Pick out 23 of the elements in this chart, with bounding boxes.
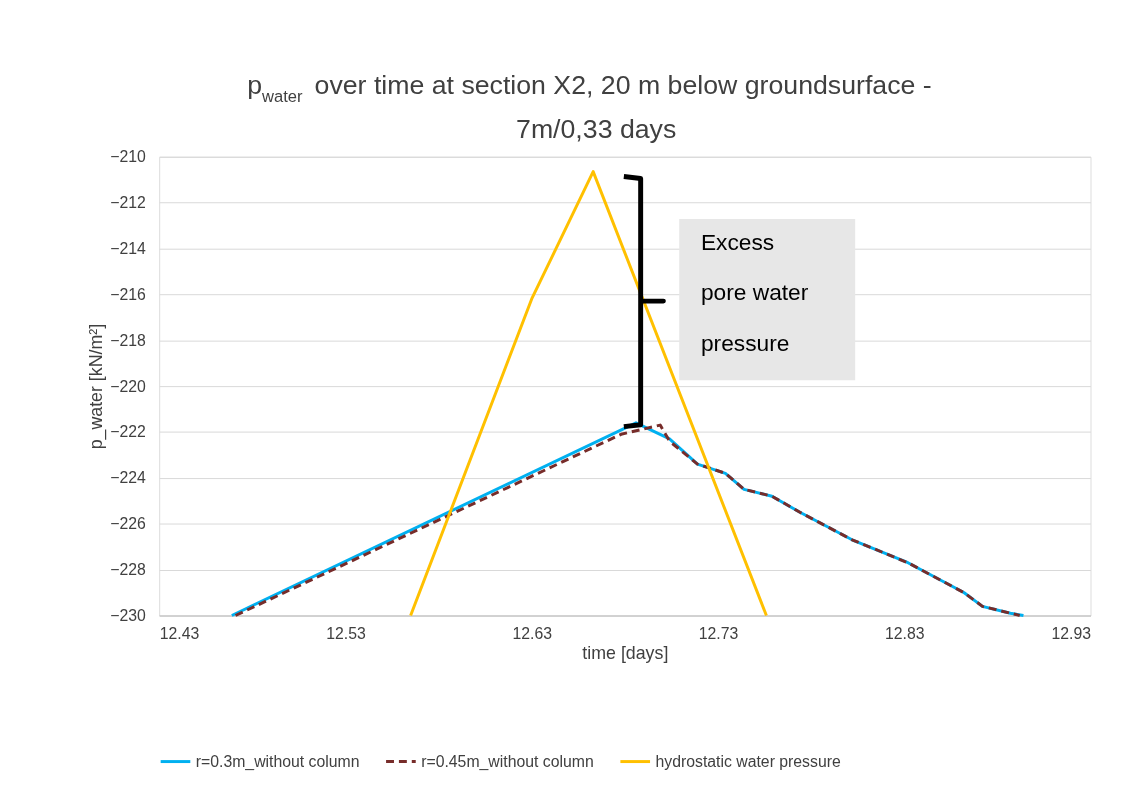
y-tick-label: −226: [110, 515, 147, 533]
x-tick-label: 12.63: [512, 624, 553, 642]
legend-label: hydrostatic water pressure: [655, 752, 841, 770]
y-tick-label: −212: [110, 194, 146, 212]
y-tick-label: −216: [110, 285, 147, 303]
x-tick-label: 12.73: [698, 624, 739, 642]
y-axis-title: p_water [kN/m²]: [86, 323, 108, 450]
y-tick-label: −214: [110, 239, 147, 257]
x-tick-label: 12.43: [159, 624, 200, 642]
x-tick-label: 12.53: [326, 624, 366, 642]
legend-label: r=0.3m_without column: [195, 752, 360, 771]
y-tick-label: −228: [110, 561, 147, 579]
y-tick-label: −210: [110, 148, 147, 166]
y-tick-label: −220: [110, 377, 147, 395]
legend-label: r=0.45m_without column: [421, 752, 594, 771]
y-tick-label: −222: [110, 423, 146, 441]
x-tick-label: 12.83: [884, 624, 925, 642]
y-tick-label: −230: [110, 606, 147, 624]
x-tick-label: 12.93: [1051, 624, 1092, 642]
y-tick-label: −218: [110, 331, 147, 349]
x-axis-title: time [days]: [582, 643, 669, 664]
annotation: Excess pore water pressure: [700, 228, 809, 356]
y-tick-label: −224: [110, 469, 147, 487]
